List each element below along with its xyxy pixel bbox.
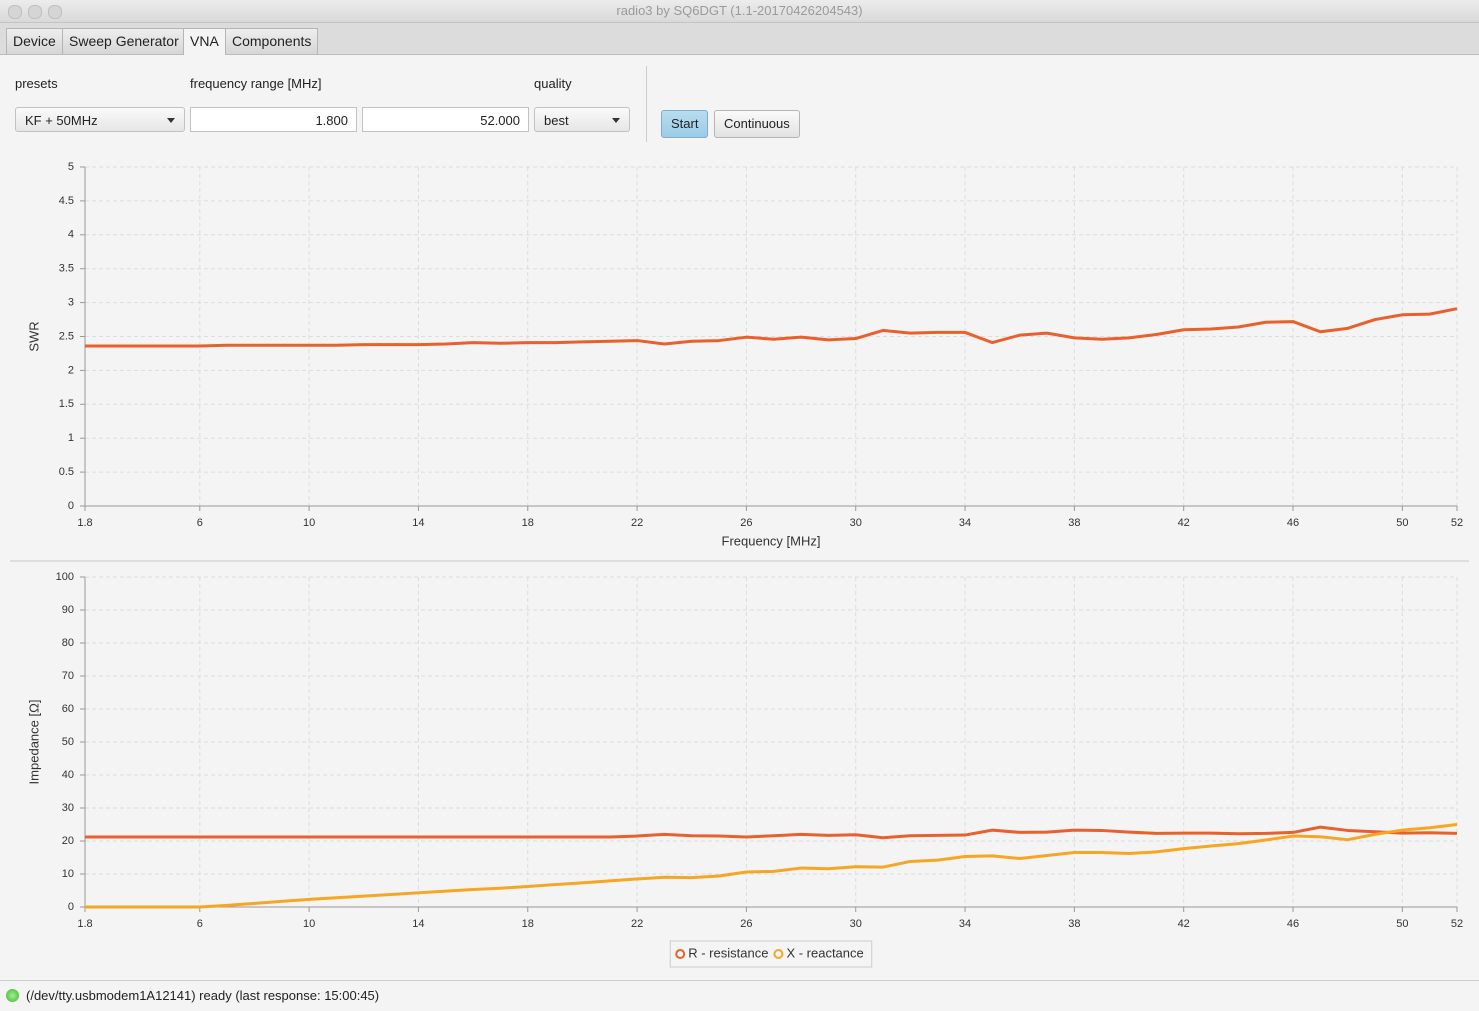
y-tick-label: 20: [62, 835, 74, 847]
preset-combo[interactable]: KF + 50MHz: [15, 107, 185, 132]
zoom-button[interactable]: [48, 5, 62, 19]
legend: R - resistance X - reactance: [669, 940, 873, 968]
y-tick-label: 100: [56, 571, 74, 583]
minimize-button[interactable]: [28, 5, 42, 19]
close-button[interactable]: [8, 5, 22, 19]
legend-marker: [773, 949, 784, 959]
y-tick-label: 30: [62, 802, 74, 814]
y-tick-label: 4.5: [59, 195, 74, 207]
y-tick-label: 80: [62, 637, 74, 649]
y-tick-label: 0.5: [59, 466, 74, 478]
y-tick-label: 10: [62, 868, 74, 880]
status-text: (/dev/tty.usbmodem1A12141) ready (last r…: [26, 988, 380, 1003]
tab[interactable]: Sweep Generator: [62, 28, 186, 54]
field-value: 52.000: [480, 113, 520, 128]
x-tick-label: 46: [1287, 517, 1299, 529]
y-tick-label: 70: [62, 670, 74, 682]
x-tick-label: 14: [412, 517, 424, 529]
legend-marker: [675, 949, 686, 959]
start-button[interactable]: Start: [661, 110, 709, 138]
x-tick-label: 1.8: [77, 918, 92, 930]
x-tick-label: 30: [850, 517, 862, 529]
y-tick-label: 5: [68, 161, 74, 173]
legend-frame: [669, 940, 873, 968]
x-tick-label: 6: [197, 918, 203, 930]
series-line: [85, 825, 1458, 840]
tab[interactable]: Device: [6, 28, 63, 54]
y-tick-label: 1.5: [59, 398, 74, 410]
combo-value: best: [544, 113, 569, 128]
y-tick-label: 0: [68, 500, 74, 512]
y-tick-label: 60: [62, 703, 74, 715]
x-tick-label: 50: [1396, 918, 1408, 930]
y-tick-label: 3.5: [59, 263, 74, 275]
y-axis-label: SWR: [26, 321, 41, 351]
y-tick-label: 40: [62, 769, 74, 781]
tab-bar: Device Sweep Generator VNA Components: [0, 23, 1479, 55]
y-tick-label: 90: [62, 604, 74, 616]
y-tick-label: 50: [62, 736, 74, 748]
x-tick-label: 6: [197, 517, 203, 529]
from-field[interactable]: 1.800: [190, 107, 357, 132]
quality-combo[interactable]: best: [534, 107, 630, 132]
x-tick-label: 22: [631, 918, 643, 930]
to-field[interactable]: 52.000: [362, 107, 529, 132]
x-tick-label: 18: [522, 918, 534, 930]
x-tick-label: 10: [303, 918, 315, 930]
tab[interactable]: Components: [225, 28, 319, 54]
x-axis-label: Frequency [MHz]: [722, 533, 821, 548]
title-bar: radio3 by SQ6DGT (1.1-20170426204543): [0, 0, 1479, 23]
x-tick-label: 18: [522, 517, 534, 529]
y-tick-label: 1: [68, 432, 74, 444]
series-line: [85, 823, 1458, 909]
label: frequency range [MHz]: [190, 76, 322, 91]
tab[interactable]: VNA: [183, 28, 226, 55]
x-tick-label: 50: [1396, 517, 1408, 529]
y-tick-label: 0: [68, 901, 74, 913]
x-tick-label: 52: [1451, 918, 1463, 930]
status-bar: (/dev/tty.usbmodem1A12141) ready (last r…: [0, 980, 1479, 1010]
label: presets: [15, 76, 58, 91]
charts: 0 0.5 1 1.5 2 2.5 3 3.5 4 4.5 5 1.8 6 10 14 18 22 26 30 34 3…: [10, 161, 1469, 968]
x-tick-label: 38: [1068, 918, 1080, 930]
x-tick-label: 34: [959, 918, 971, 930]
series-line: [85, 307, 1458, 348]
y-tick-label: 2: [68, 364, 74, 376]
x-tick-label: 1.8: [77, 517, 92, 529]
y-tick-label: 4: [68, 229, 74, 241]
x-tick-label: 52: [1451, 517, 1463, 529]
separator: [646, 66, 647, 142]
x-tick-label: 30: [850, 918, 862, 930]
status-led: [6, 989, 19, 1002]
x-tick-label: 42: [1178, 517, 1190, 529]
x-tick-label: 46: [1287, 918, 1299, 930]
field-value: 1.800: [315, 113, 348, 128]
continuous-button[interactable]: Continuous: [714, 110, 800, 138]
label: quality: [534, 76, 572, 91]
x-tick-label: 38: [1068, 517, 1080, 529]
legend-label: X - reactance: [786, 945, 863, 960]
x-tick-label: 22: [631, 517, 643, 529]
combo-value: KF + 50MHz: [25, 113, 98, 128]
x-tick-label: 26: [740, 517, 752, 529]
y-tick-label: 3: [68, 297, 74, 309]
window-title: radio3 by SQ6DGT (1.1-20170426204543): [616, 3, 863, 18]
y-axis-label: Impedance [Ω]: [26, 700, 41, 785]
x-tick-label: 14: [412, 918, 424, 930]
x-tick-label: 10: [303, 517, 315, 529]
y-tick-label: 2.5: [59, 330, 74, 342]
x-tick-label: 42: [1178, 918, 1190, 930]
legend-label: R - resistance: [688, 945, 768, 960]
x-tick-label: 34: [959, 517, 971, 529]
x-tick-label: 26: [740, 918, 752, 930]
